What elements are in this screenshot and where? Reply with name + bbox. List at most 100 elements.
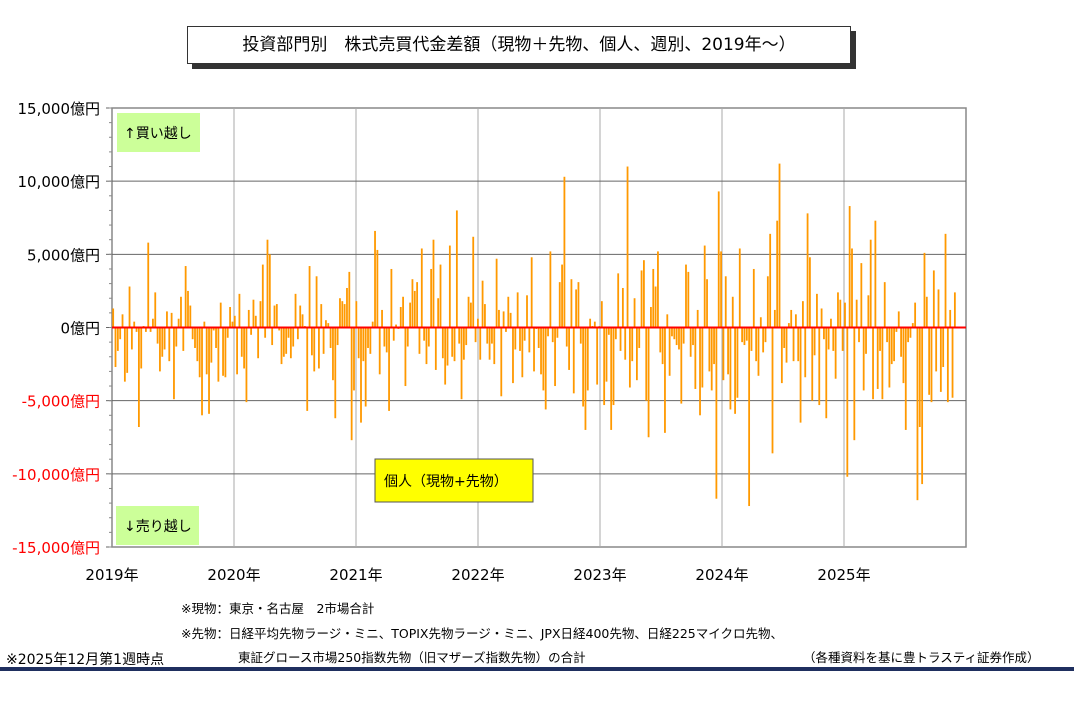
bar	[388, 327, 390, 411]
bar	[311, 327, 313, 356]
bar	[135, 327, 138, 332]
y-tick-label: 10,000億円	[18, 173, 101, 191]
bar	[759, 317, 762, 328]
y-tick-label: -5,000億円	[22, 393, 100, 411]
bar	[180, 296, 182, 328]
bar	[523, 327, 526, 341]
bar	[418, 327, 421, 354]
note-futures-2: 東証グロース市場250指数先物（旧マザーズ指数先物）の合計	[238, 650, 586, 665]
bar	[212, 327, 215, 331]
bar	[811, 327, 814, 401]
bar	[376, 249, 379, 328]
bar	[416, 282, 419, 328]
bar	[764, 327, 767, 343]
x-tick-label: 2023年	[573, 566, 626, 584]
bar	[187, 290, 189, 328]
bar	[367, 327, 369, 348]
bar	[474, 327, 477, 343]
bar	[245, 327, 248, 403]
bar	[710, 327, 713, 391]
bar	[872, 327, 874, 400]
bar	[678, 327, 680, 350]
bar	[769, 233, 772, 328]
bar	[617, 273, 620, 328]
bar	[280, 327, 283, 365]
bar	[818, 327, 821, 406]
bar	[876, 327, 879, 389]
bar	[247, 309, 250, 328]
bar	[809, 257, 811, 328]
x-tick-label: 2022年	[451, 566, 504, 584]
bar	[886, 327, 888, 343]
sell-annotation-box	[116, 506, 199, 545]
bar	[500, 327, 503, 397]
bar	[315, 276, 318, 328]
x-tick-label: 2024年	[695, 566, 748, 584]
bar	[717, 191, 720, 328]
bar	[692, 327, 694, 346]
sell-annotation: ↓売り越し	[124, 519, 192, 535]
bar	[715, 327, 718, 499]
bar	[729, 327, 732, 410]
bar	[145, 327, 147, 332]
bar	[666, 314, 669, 328]
bar	[643, 260, 645, 328]
bar	[491, 327, 493, 344]
bar	[210, 327, 213, 363]
bar	[731, 296, 734, 328]
bar	[252, 299, 255, 328]
bar	[586, 327, 589, 391]
note-source: （各種資料を基に豊トラスティ証券作成）	[803, 650, 1040, 665]
bar	[652, 268, 655, 328]
bar	[334, 327, 337, 419]
bar	[320, 304, 323, 328]
bar	[261, 264, 264, 328]
bar	[671, 327, 673, 337]
bar	[390, 268, 393, 328]
bar	[631, 327, 634, 362]
bar	[224, 327, 227, 378]
bar	[720, 251, 722, 328]
bar	[282, 327, 285, 357]
bar	[860, 263, 863, 328]
bar	[694, 327, 697, 389]
bar	[638, 327, 641, 348]
bar	[664, 327, 666, 433]
bar	[116, 327, 119, 351]
bar	[533, 327, 535, 372]
bar	[385, 327, 388, 353]
bar	[423, 327, 426, 341]
bar	[619, 327, 622, 351]
bar	[168, 327, 171, 362]
bar	[198, 327, 201, 378]
bar	[547, 327, 549, 337]
bar	[745, 327, 748, 341]
bar	[432, 239, 435, 328]
bar	[771, 327, 774, 454]
bar	[762, 327, 765, 353]
bar	[668, 327, 671, 376]
bar	[645, 327, 648, 401]
bar	[395, 324, 397, 328]
bar	[453, 327, 456, 362]
bar	[883, 282, 886, 328]
bar	[841, 327, 844, 351]
bar	[582, 327, 585, 407]
bar	[201, 327, 203, 416]
bar	[362, 327, 365, 362]
bar	[325, 320, 327, 328]
bar	[341, 301, 344, 328]
bar	[930, 327, 933, 403]
bar	[152, 318, 154, 328]
bar	[568, 327, 570, 370]
bar	[409, 302, 412, 328]
bar	[834, 327, 837, 379]
bar	[682, 327, 685, 344]
bar	[123, 327, 126, 382]
bar	[701, 327, 704, 388]
bar	[332, 327, 334, 381]
bar	[858, 327, 860, 343]
bar	[163, 327, 166, 350]
bar	[257, 327, 260, 359]
bar	[593, 321, 596, 328]
